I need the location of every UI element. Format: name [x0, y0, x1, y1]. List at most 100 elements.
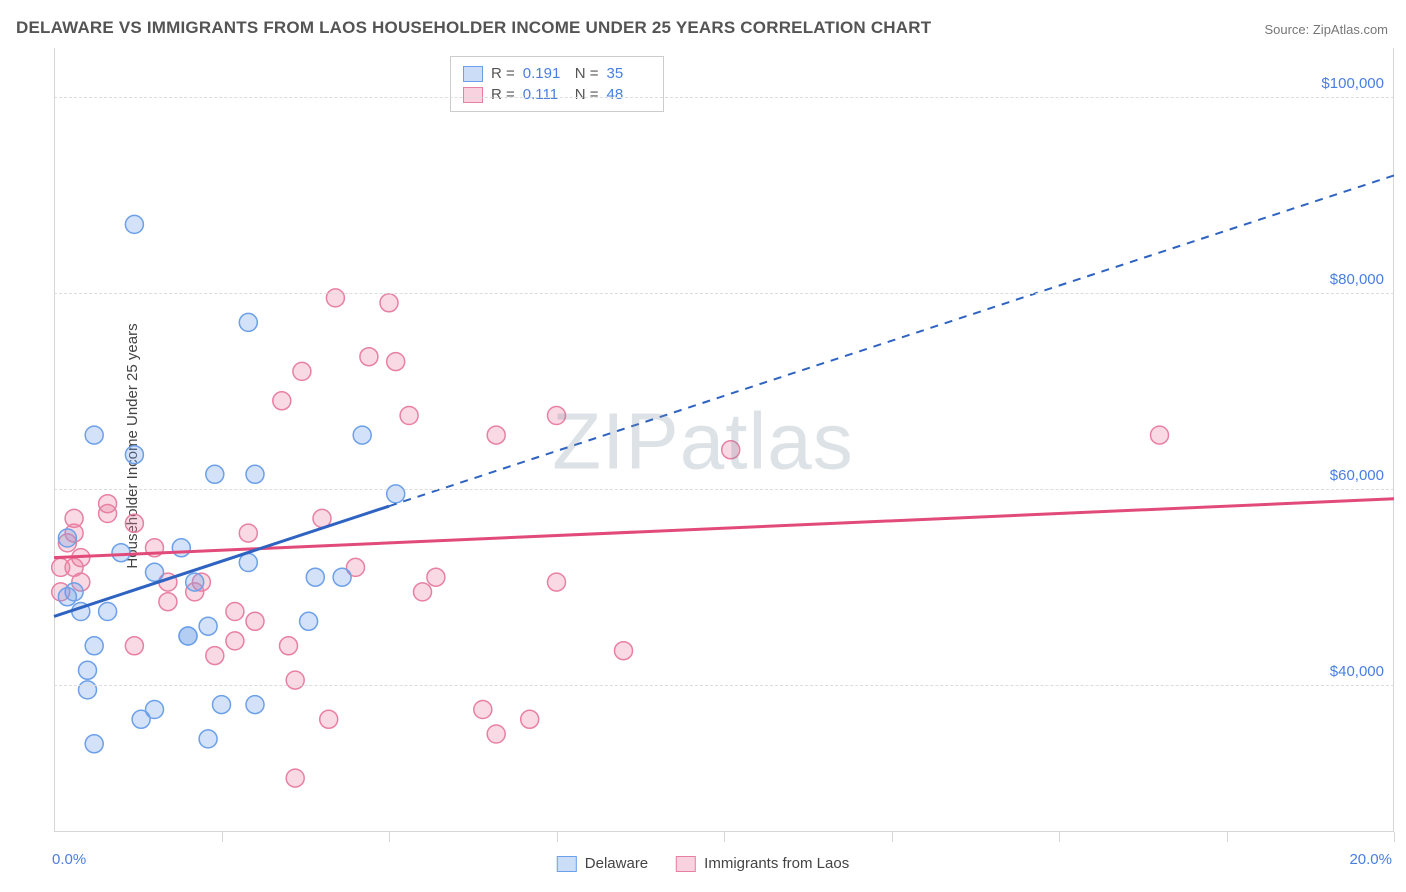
scatter-point: [427, 568, 445, 586]
scatter-point: [286, 671, 304, 689]
r-label: R =: [491, 65, 515, 82]
x-tick: [1227, 832, 1228, 842]
series-legend-item: Delaware: [557, 855, 648, 872]
trend-line-solid: [54, 506, 389, 616]
scatter-point: [199, 730, 217, 748]
scatter-point: [125, 514, 143, 532]
grid-line: [54, 293, 1394, 294]
scatter-point: [326, 289, 344, 307]
scatter-point: [273, 392, 291, 410]
scatter-point: [487, 725, 505, 743]
plot-svg: [54, 48, 1394, 832]
scatter-point: [132, 710, 150, 728]
scatter-point: [172, 539, 190, 557]
scatter-point: [320, 710, 338, 728]
x-min-label: 0.0%: [52, 851, 86, 868]
scatter-point: [353, 426, 371, 444]
scatter-point: [615, 642, 633, 660]
y-tick-label: $80,000: [1330, 271, 1384, 288]
n-label: N =: [575, 86, 599, 103]
legend-swatch-blue: [463, 66, 483, 82]
series-legend-label: Immigrants from Laos: [704, 855, 849, 872]
scatter-point: [400, 407, 418, 425]
x-max-label: 20.0%: [1349, 851, 1392, 868]
scatter-point: [548, 407, 566, 425]
scatter-point: [380, 294, 398, 312]
n-value: 48: [607, 86, 651, 103]
grid-line: [54, 97, 1394, 98]
scatter-point: [58, 529, 76, 547]
scatter-point: [239, 524, 257, 542]
scatter-point: [186, 573, 204, 591]
scatter-point: [360, 348, 378, 366]
x-tick: [724, 832, 725, 842]
scatter-point: [213, 696, 231, 714]
scatter-point: [306, 568, 324, 586]
scatter-point: [125, 637, 143, 655]
scatter-point: [722, 441, 740, 459]
scatter-point: [206, 465, 224, 483]
scatter-point: [58, 588, 76, 606]
scatter-point: [387, 485, 405, 503]
scatter-point: [146, 563, 164, 581]
scatter-point: [199, 617, 217, 635]
scatter-point: [85, 426, 103, 444]
scatter-point: [65, 509, 83, 527]
legend-swatch-pink: [676, 856, 696, 872]
chart-container: DELAWARE VS IMMIGRANTS FROM LAOS HOUSEHO…: [0, 0, 1406, 892]
scatter-point: [246, 696, 264, 714]
scatter-point: [300, 612, 318, 630]
r-value: 0.191: [523, 65, 567, 82]
r-value: 0.111: [523, 86, 567, 103]
scatter-point: [226, 603, 244, 621]
scatter-point: [333, 568, 351, 586]
series-legend-label: Delaware: [585, 855, 648, 872]
scatter-point: [52, 558, 70, 576]
scatter-point: [487, 426, 505, 444]
scatter-point: [1151, 426, 1169, 444]
x-tick: [1394, 832, 1395, 842]
scatter-point: [387, 353, 405, 371]
grid-line: [54, 489, 1394, 490]
scatter-point: [79, 681, 97, 699]
scatter-point: [226, 632, 244, 650]
y-tick-label: $60,000: [1330, 467, 1384, 484]
scatter-point: [85, 735, 103, 753]
scatter-point: [99, 495, 117, 513]
scatter-point: [159, 593, 177, 611]
stats-legend-row: R = 0.191 N = 35: [463, 63, 651, 84]
scatter-point: [414, 583, 432, 601]
series-legend-item: Immigrants from Laos: [676, 855, 849, 872]
x-tick: [557, 832, 558, 842]
source-attribution: Source: ZipAtlas.com: [1264, 22, 1388, 37]
y-tick-label: $40,000: [1330, 663, 1384, 680]
scatter-point: [280, 637, 298, 655]
n-value: 35: [607, 65, 651, 82]
grid-line: [54, 685, 1394, 686]
trend-line-dashed: [389, 175, 1394, 506]
scatter-point: [286, 769, 304, 787]
legend-swatch-pink: [463, 87, 483, 103]
scatter-point: [521, 710, 539, 728]
scatter-point: [125, 215, 143, 233]
scatter-point: [239, 313, 257, 331]
x-tick: [389, 832, 390, 842]
scatter-point: [474, 701, 492, 719]
y-tick-label: $100,000: [1321, 75, 1384, 92]
scatter-point: [179, 627, 197, 645]
scatter-point: [239, 554, 257, 572]
scatter-point: [548, 573, 566, 591]
scatter-point: [112, 544, 130, 562]
scatter-point: [125, 446, 143, 464]
scatter-point: [99, 603, 117, 621]
series-legend: Delaware Immigrants from Laos: [557, 855, 849, 872]
scatter-point: [79, 661, 97, 679]
x-tick: [892, 832, 893, 842]
scatter-point: [246, 465, 264, 483]
scatter-point: [85, 637, 103, 655]
x-tick: [1059, 832, 1060, 842]
stats-legend: R = 0.191 N = 35 R = 0.111 N = 48: [450, 56, 664, 112]
scatter-point: [293, 362, 311, 380]
stats-legend-row: R = 0.111 N = 48: [463, 84, 651, 105]
legend-swatch-blue: [557, 856, 577, 872]
